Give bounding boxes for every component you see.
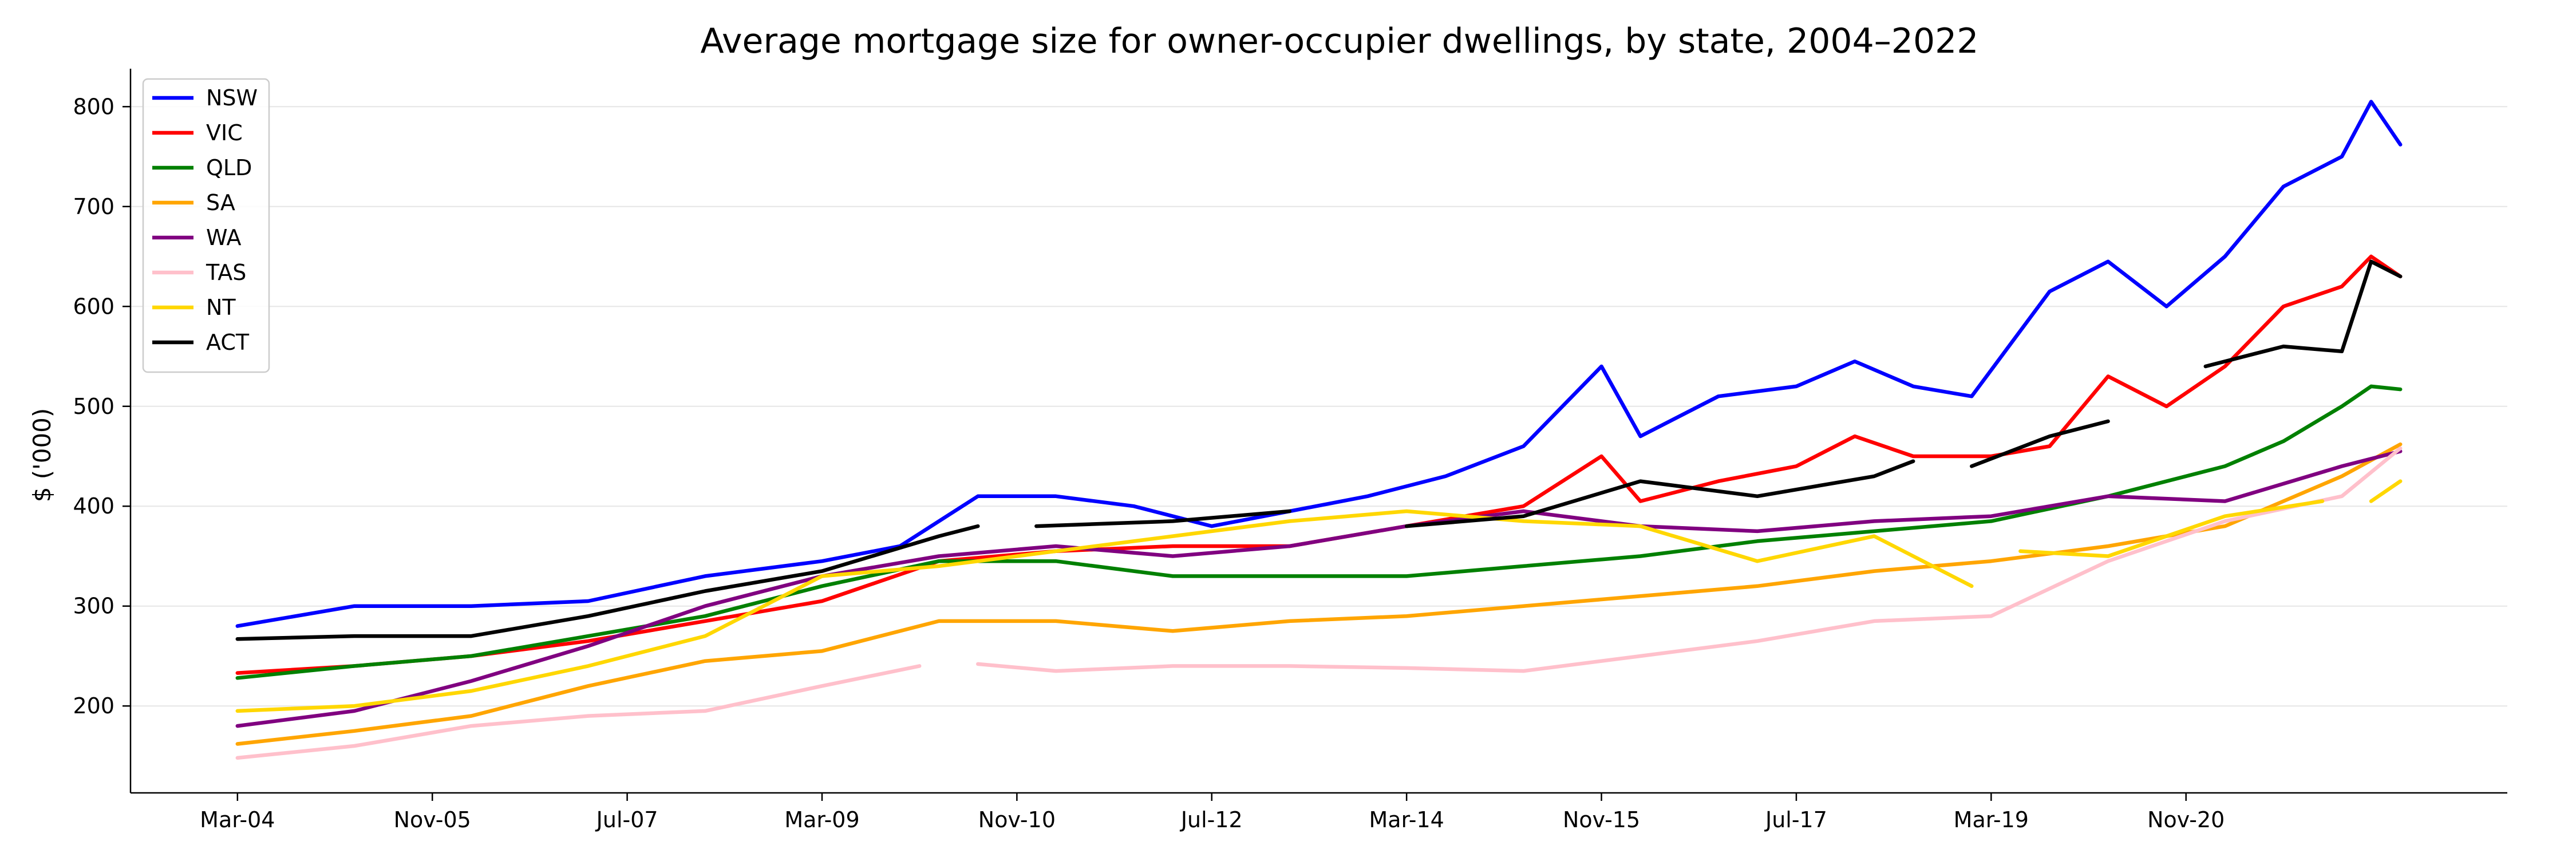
y-tick-label: 200 [73,693,114,718]
y-ticks: 200 300 400 500 600 700 800 [73,94,131,718]
legend-label-vic: VIC [206,120,243,145]
grid-lines [131,106,2507,707]
x-tick-label: Jul-12 [1180,807,1243,832]
legend-label-qld: QLD [206,155,252,180]
x-tick-label: Jul-17 [1764,807,1827,832]
series-line-tas [976,446,2403,673]
series-line-sa [235,442,2403,746]
series-line-nt [235,509,1974,713]
legend-frame [142,78,270,373]
y-tick-label: 700 [73,194,114,219]
series-line-nsw [235,100,2403,628]
x-tick-label: Nov-20 [2147,807,2225,832]
y-tick-label: 800 [73,94,114,119]
x-tick-label: Jul-07 [595,807,658,832]
series-line-nt [2369,479,2403,503]
legend: NSW VIC QLD SA WA TAS NT ACT [142,78,270,373]
x-tick-label: Nov-05 [394,807,471,832]
y-tick-label: 500 [73,394,114,419]
y-tick-label: 400 [73,493,114,519]
series-line-tas [235,664,922,760]
x-tick-label: Nov-15 [1563,807,1640,832]
legend-label-wa: WA [206,225,242,250]
series-lines [235,100,2403,760]
x-ticks: Mar-04 Nov-05 Jul-07 Mar-09 Nov-10 Jul-12 Mar-… [200,793,2225,832]
y-axis-label: $ ('000) [28,408,56,503]
legend-label-sa: SA [206,190,235,215]
legend-label-nsw: NSW [206,85,258,110]
x-tick-label: Mar-09 [784,807,859,832]
legend-label-nt: NT [206,295,236,320]
series-line-vic [235,254,2403,675]
series-line-nt [2018,499,2325,558]
series-line-act [235,524,980,641]
x-tick-label: Nov-10 [978,807,1056,832]
x-tick-label: Mar-04 [200,807,275,832]
x-tick-label: Mar-14 [1369,807,1444,832]
y-tick-label: 300 [73,594,114,619]
series-line-wa [235,449,2403,728]
y-tick-label: 600 [73,294,114,319]
legend-label-act: ACT [206,330,250,355]
series-line-act [2203,259,2403,369]
series-line-act [1404,459,1915,528]
series-line-act [1970,419,2110,468]
legend-label-tas: TAS [206,260,246,285]
axes [129,69,2507,794]
chart-title: Average mortgage size for owner-occupier… [701,21,1979,61]
x-tick-label: Mar-19 [1954,807,2029,832]
series-line-act [1034,509,1292,528]
